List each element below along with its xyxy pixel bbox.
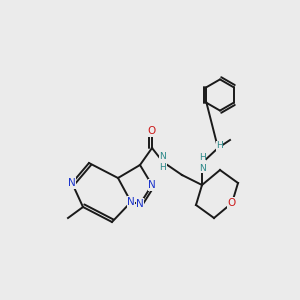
Text: N: N xyxy=(68,178,76,188)
Text: N: N xyxy=(136,199,144,209)
Text: H: H xyxy=(216,141,223,150)
Text: N: N xyxy=(148,180,156,190)
Text: N: N xyxy=(127,197,135,207)
Text: O: O xyxy=(228,198,236,208)
Text: O: O xyxy=(148,126,156,136)
Text: N
H: N H xyxy=(160,152,167,172)
Text: H
N: H N xyxy=(199,153,206,173)
